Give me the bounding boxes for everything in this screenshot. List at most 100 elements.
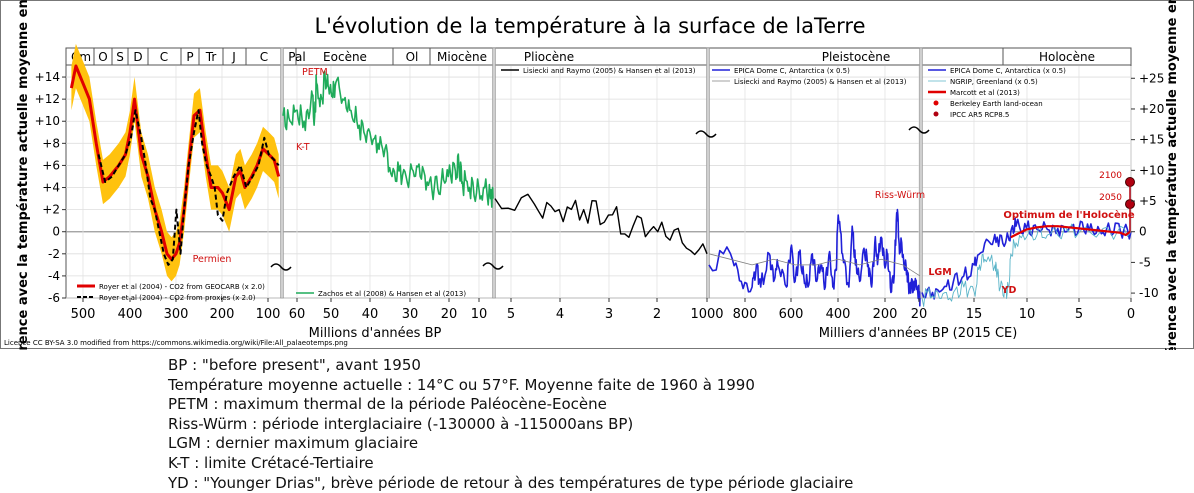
period-label: P [186,50,193,64]
legend-holocene-swatch [933,111,939,117]
x-tick-label: 60 [289,307,306,322]
note-temperature: Température moyenne actuelle : 14°C ou 5… [168,375,755,394]
temperature-chart: L'évolution de la température à la surfa… [0,0,1194,350]
y-tick-label-right: +15 [1139,133,1164,147]
annotation-label: Permien [193,254,232,265]
ipcc-point-label: 2100 [1099,171,1122,181]
x-tick-label: 5 [1075,307,1083,322]
x-tick-label: 40 [362,307,379,322]
axis-break-symbol [482,262,504,270]
annotation-label: Optimum de l'Holocène [1003,209,1135,221]
annotation-label: K-T [296,142,310,153]
period-label: O [98,50,107,64]
series-line [708,208,921,307]
x-tick-label: 20 [441,307,458,322]
period-label: Holocène [1039,50,1095,64]
x-tick-label: 30 [402,307,419,322]
axis-break-symbol [270,263,292,271]
y-tick-label-right: -5 [1139,255,1151,269]
x-tick-label: 1000 [690,307,723,322]
y-tick-label-right: +20 [1139,102,1164,116]
annotation-label: PETM [302,67,328,78]
note-kt: K-T : limite Crétacé-Tertiaire [168,453,374,472]
period-label: Eocène [323,50,367,64]
y-tick-label-right: 0 [1139,225,1147,239]
series-line [921,223,1132,307]
series-line [282,70,494,208]
x-tick-label: 0 [1127,307,1135,322]
x-tick-label: 400 [118,307,143,322]
x-tick-label: 500 [71,307,96,322]
period-label: C [260,50,268,64]
period-label: Ol [406,50,419,64]
period-label: S [116,50,124,64]
x-tick-label: 10 [1019,307,1036,322]
note-yd: YD : "Younger Drias", brève période de r… [168,473,854,492]
x-axis-label-millions: Millions d'années BP [309,326,442,341]
x-axis-label-thousands: Milliers d'années BP (2015 CE) [819,326,1018,341]
panel-break [706,47,710,299]
series-line [1010,225,1131,239]
axis-break-symbol [695,130,717,138]
legend-holocene-label: Marcott et al (2013) [950,89,1020,97]
annotation-label: Riss-Würm [875,190,925,201]
note-bp: BP : "before present", avant 1950 [168,356,421,374]
credit-text: Licence CC BY-SA 3.0 modified from https… [4,339,348,347]
y-tick-label: -2 [48,247,60,261]
period-label: D [133,50,142,64]
y-tick-label: +14 [35,70,60,84]
note-petm: PETM : maximum thermal de la période Pal… [168,395,607,414]
geocarb-uncertainty-band [71,43,279,282]
x-tick-label: 800 [733,307,758,322]
x-tick-label: 20 [911,307,928,322]
x-tick-label: 4 [556,307,564,322]
axis-break-symbol [908,126,930,134]
x-tick-label: 10 [471,307,488,322]
period-label: Tr [205,50,217,64]
note-riss-wurm: Riss-Würm : période interglaciaire (-130… [168,414,634,433]
y-axis-label-left: Différence avec la température actuelle … [16,0,31,350]
chart-title: L'évolution de la température à la surfa… [314,14,865,38]
annotation-label: LGM [928,267,951,278]
y-tick-label-right: +10 [1139,163,1164,177]
period-label: Miocène [437,50,487,64]
series-line [708,253,921,277]
panel-break [280,47,284,299]
y-tick-label: +6 [42,158,60,172]
x-tick-label: 5 [507,307,515,322]
y-tick-label: -6 [48,291,60,305]
period-label: Pal [288,50,305,64]
y-tick-label: +10 [35,114,60,128]
x-tick-label: 3 [605,307,613,322]
y-tick-label: +2 [42,203,60,217]
notes-block: BP : "before present", avant 1950 Tempér… [168,356,1168,493]
y-tick-label: +8 [42,136,60,150]
y-tick-label: +4 [42,181,60,195]
series-line [69,64,281,261]
legend-epica-label: Lisiecki and Raymo (2005) & Hansen et al… [734,78,907,86]
annotation-label: YD [1001,285,1017,296]
y-axis-label-right: Différence avec la température actuelle … [1165,0,1180,350]
legend-holocene-label: IPCC AR5 RCP8.5 [950,111,1009,119]
y-tick-label-right: +25 [1139,71,1164,85]
x-tick-label: 200 [210,307,235,322]
panel-break [919,47,923,299]
x-tick-label: 15 [966,307,983,322]
x-tick-label: 200 [873,307,898,322]
legend-holocene-swatch [933,100,939,106]
legend-royer-label: Royer et al (2004) - CO2 from proxies (x… [99,294,256,302]
y-tick-label-right: +5 [1139,194,1157,208]
legend-epica-label: EPICA Dome C, Antarctica (x 0.5) [734,67,850,75]
panel-break [492,47,496,299]
legend-lisiecki-label: Lisiecki and Raymo (2005) & Hansen et al… [523,67,696,75]
legend-holocene-label: Berkeley Earth land-ocean [950,100,1043,108]
legend-holocene-label: EPICA Dome C, Antarctica (x 0.5) [950,67,1066,75]
y-tick-label: +12 [35,92,60,106]
legend-zachos-label: Zachos et al (2008) & Hansen et al (2013… [318,290,466,298]
series-line [97,109,280,266]
x-tick-label: 400 [826,307,851,322]
x-tick-label: 600 [779,307,804,322]
legend-royer-label: Royer et al (2004) - CO2 from GEOCARB (x… [99,283,265,291]
period-label: J [231,50,236,64]
x-tick-label: 100 [256,307,281,322]
